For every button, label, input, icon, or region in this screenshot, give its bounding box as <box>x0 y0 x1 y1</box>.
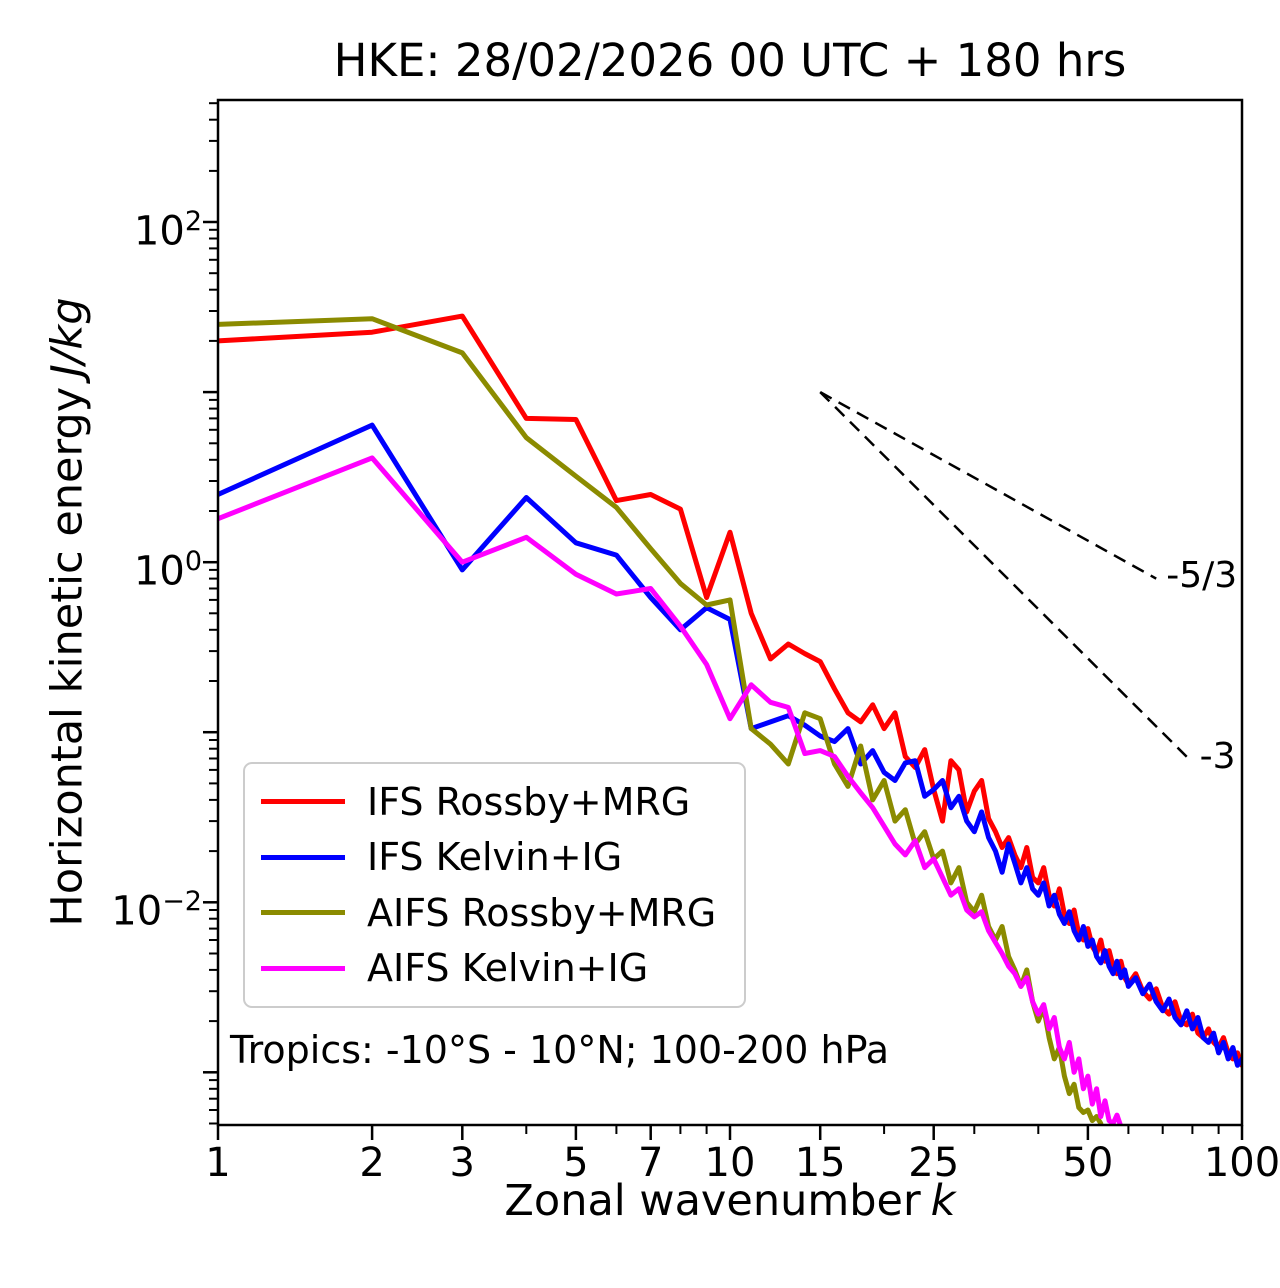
reference-line-label: -3 <box>1199 735 1236 777</box>
x-axis-label: Zonal wavenumber k <box>218 1176 1242 1226</box>
x-tick-label: 15 <box>794 1140 846 1186</box>
legend-item-aifs-kelvin-ig: AIFS Kelvin+IG <box>261 946 738 990</box>
legend-label: IFS Kelvin+IG <box>367 835 623 880</box>
x-tick-label: 5 <box>563 1140 589 1186</box>
x-tick-label: 2 <box>359 1140 385 1186</box>
legend-label: AIFS Rossby+MRG <box>367 890 717 935</box>
reference-line <box>819 391 1191 761</box>
plot-frame <box>216 98 1244 1127</box>
y-tick-label: 10−2 <box>111 886 202 935</box>
region-annotation: Tropics: -10°S - 10°N; 100-200 hPa <box>230 1028 890 1072</box>
x-tick-label: 1 <box>205 1140 231 1186</box>
x-axis-label-math: k <box>930 1176 956 1226</box>
reference-line-label: -5/3 <box>1166 554 1238 596</box>
x-axis-label-text: Zonal wavenumber <box>504 1176 921 1226</box>
x-tick-label: 25 <box>908 1140 960 1186</box>
legend-item-ifs-kelvin-ig: IFS Kelvin+IG <box>261 835 738 879</box>
x-tick-label: 3 <box>449 1140 475 1186</box>
series-line <box>218 313 1242 1068</box>
chart-title: HKE: 28/02/2026 00 UTC + 180 hrs <box>333 34 1127 87</box>
y-tick-label: 100 <box>133 546 202 595</box>
legend-swatch-olive-line <box>261 910 345 916</box>
x-tick-label: 50 <box>1062 1140 1114 1186</box>
legend-label: IFS Rossby+MRG <box>367 779 691 824</box>
legend-swatch-red-line <box>261 799 345 805</box>
x-tick-label: 100 <box>1203 1140 1280 1186</box>
legend-label: AIFS Kelvin+IG <box>367 946 649 991</box>
series-line <box>218 422 1242 1068</box>
y-tick-label: 102 <box>133 206 202 255</box>
x-tick-label: 7 <box>637 1140 664 1186</box>
x-tick-label: 10 <box>704 1140 756 1186</box>
reference-line <box>819 391 1157 580</box>
legend-item-aifs-rossby-mrg: AIFS Rossby+MRG <box>261 891 738 935</box>
series-line <box>218 455 1124 1125</box>
legend: IFS Rossby+MRG IFS Kelvin+IG AIFS Rossby… <box>243 762 746 1008</box>
legend-item-ifs-rossby-mrg: IFS Rossby+MRG <box>261 780 738 824</box>
legend-swatch-blue-line <box>261 854 345 860</box>
legend-swatch-magenta-line <box>261 965 345 971</box>
